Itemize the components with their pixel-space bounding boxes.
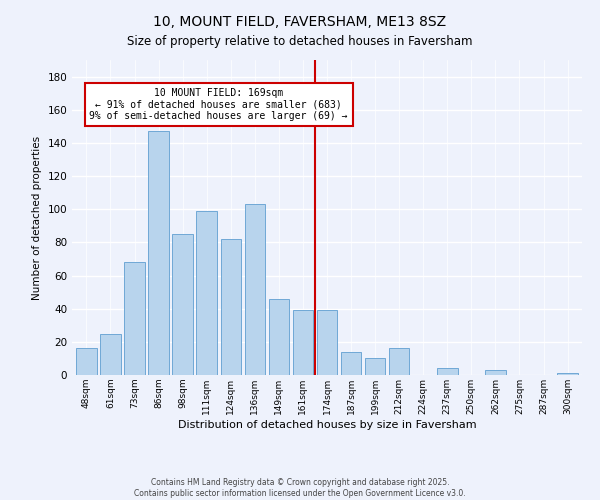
Bar — [269, 298, 289, 375]
Bar — [365, 358, 385, 375]
Text: Size of property relative to detached houses in Faversham: Size of property relative to detached ho… — [127, 35, 473, 48]
Bar — [293, 310, 313, 375]
Bar — [557, 374, 578, 375]
Text: 10 MOUNT FIELD: 169sqm
← 91% of detached houses are smaller (683)
9% of semi-det: 10 MOUNT FIELD: 169sqm ← 91% of detached… — [89, 88, 348, 122]
Bar — [485, 370, 506, 375]
Bar — [317, 310, 337, 375]
Bar — [100, 334, 121, 375]
Bar — [76, 348, 97, 375]
Text: Contains HM Land Registry data © Crown copyright and database right 2025.
Contai: Contains HM Land Registry data © Crown c… — [134, 478, 466, 498]
Bar — [148, 132, 169, 375]
Bar — [389, 348, 409, 375]
X-axis label: Distribution of detached houses by size in Faversham: Distribution of detached houses by size … — [178, 420, 476, 430]
Bar — [245, 204, 265, 375]
Bar — [172, 234, 193, 375]
Text: 10, MOUNT FIELD, FAVERSHAM, ME13 8SZ: 10, MOUNT FIELD, FAVERSHAM, ME13 8SZ — [154, 15, 446, 29]
Bar — [341, 352, 361, 375]
Bar — [124, 262, 145, 375]
Bar — [221, 239, 241, 375]
Bar — [196, 211, 217, 375]
Bar — [437, 368, 458, 375]
Y-axis label: Number of detached properties: Number of detached properties — [32, 136, 42, 300]
